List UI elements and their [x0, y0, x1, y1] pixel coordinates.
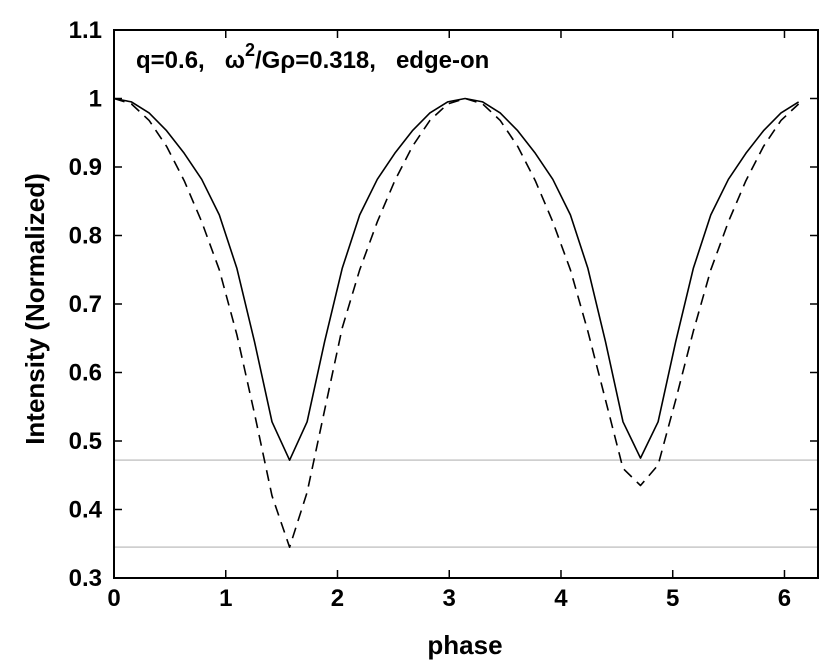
y-tick-label: 0.5	[69, 428, 102, 455]
y-tick-label: 0.3	[69, 565, 102, 592]
x-tick-label: 2	[331, 585, 344, 612]
plot-frame	[113, 29, 819, 579]
x-axis-label: phase	[427, 630, 502, 660]
solid-series-line	[113, 97, 800, 462]
x-tick-label: 5	[666, 585, 679, 612]
x-tick-label: 1	[219, 585, 232, 612]
dashed-series-line	[113, 97, 800, 549]
y-tick-label: 0.9	[69, 154, 102, 181]
chart-annotation: q=0.6, ω2/Gρ=0.318, edge-on	[136, 40, 489, 74]
y-axis-label: Intensity (Normalized)	[20, 173, 50, 445]
axis-ticks: 0 1 2 3 4 5 6 0.3 0.4 0.5 0.6 0.7 0.8 0.9 1 1.1	[69, 17, 818, 612]
reference-lines	[114, 459, 818, 548]
y-tick-label: 1.1	[69, 17, 102, 44]
y-tick-label: 0.6	[69, 360, 102, 387]
annotation-omega: ω	[225, 47, 245, 74]
x-tick-label: 4	[554, 585, 568, 612]
y-tick-label: 0.8	[69, 223, 102, 250]
x-tick-label: 6	[778, 585, 791, 612]
annotation-sup: 2	[245, 40, 255, 60]
x-tick-label: 3	[443, 585, 456, 612]
series-layer	[113, 97, 800, 549]
y-tick-label: 1	[89, 86, 102, 113]
x-tick-label: 0	[107, 585, 120, 612]
annotation-suffix: edge-on	[396, 47, 489, 74]
y-tick-label: 0.4	[69, 497, 103, 524]
annotation-prefix: q=0.6,	[136, 47, 225, 74]
annotation-mid: /Gρ=0.318,	[255, 47, 396, 74]
y-tick-label: 0.7	[69, 291, 102, 318]
